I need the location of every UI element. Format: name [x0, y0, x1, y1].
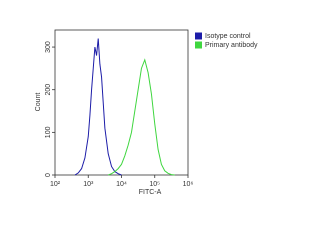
- y-axis-label: Count: [35, 93, 42, 112]
- legend-swatch: [195, 32, 202, 40]
- y-tick-label: 100: [45, 126, 52, 138]
- y-tick-label: 0: [45, 173, 52, 177]
- y-tick-label: 200: [45, 84, 52, 96]
- chart: FITC-A Count 10² 10³ 10⁴ 10⁵ 10⁶ 0 100 200 300 Is…: [35, 29, 258, 196]
- x-tick-label: 10⁵: [149, 181, 160, 188]
- histogram-line: [108, 58, 175, 176]
- x-tick-label: 10²: [50, 181, 61, 188]
- legend-swatch: [195, 41, 202, 49]
- legend-label: Isotype control: [205, 33, 251, 40]
- x-tick-label: 10³: [83, 181, 94, 188]
- x-tick-label: 10⁶: [183, 181, 194, 188]
- x-axis-label: FITC-A: [139, 189, 162, 196]
- y-tick-label: 300: [45, 41, 52, 53]
- histogram-line: [74, 38, 122, 176]
- legend-label: Primary antibody: [205, 42, 258, 49]
- plot-frame: [54, 29, 189, 176]
- x-tick-label: 10⁴: [116, 181, 127, 188]
